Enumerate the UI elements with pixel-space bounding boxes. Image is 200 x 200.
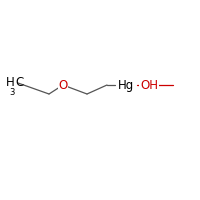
Text: OH: OH: [140, 79, 158, 92]
Text: H: H: [6, 75, 15, 88]
Text: Hg: Hg: [118, 79, 134, 92]
Text: 3: 3: [10, 88, 15, 97]
Text: O: O: [58, 79, 68, 92]
Text: C: C: [15, 75, 23, 88]
